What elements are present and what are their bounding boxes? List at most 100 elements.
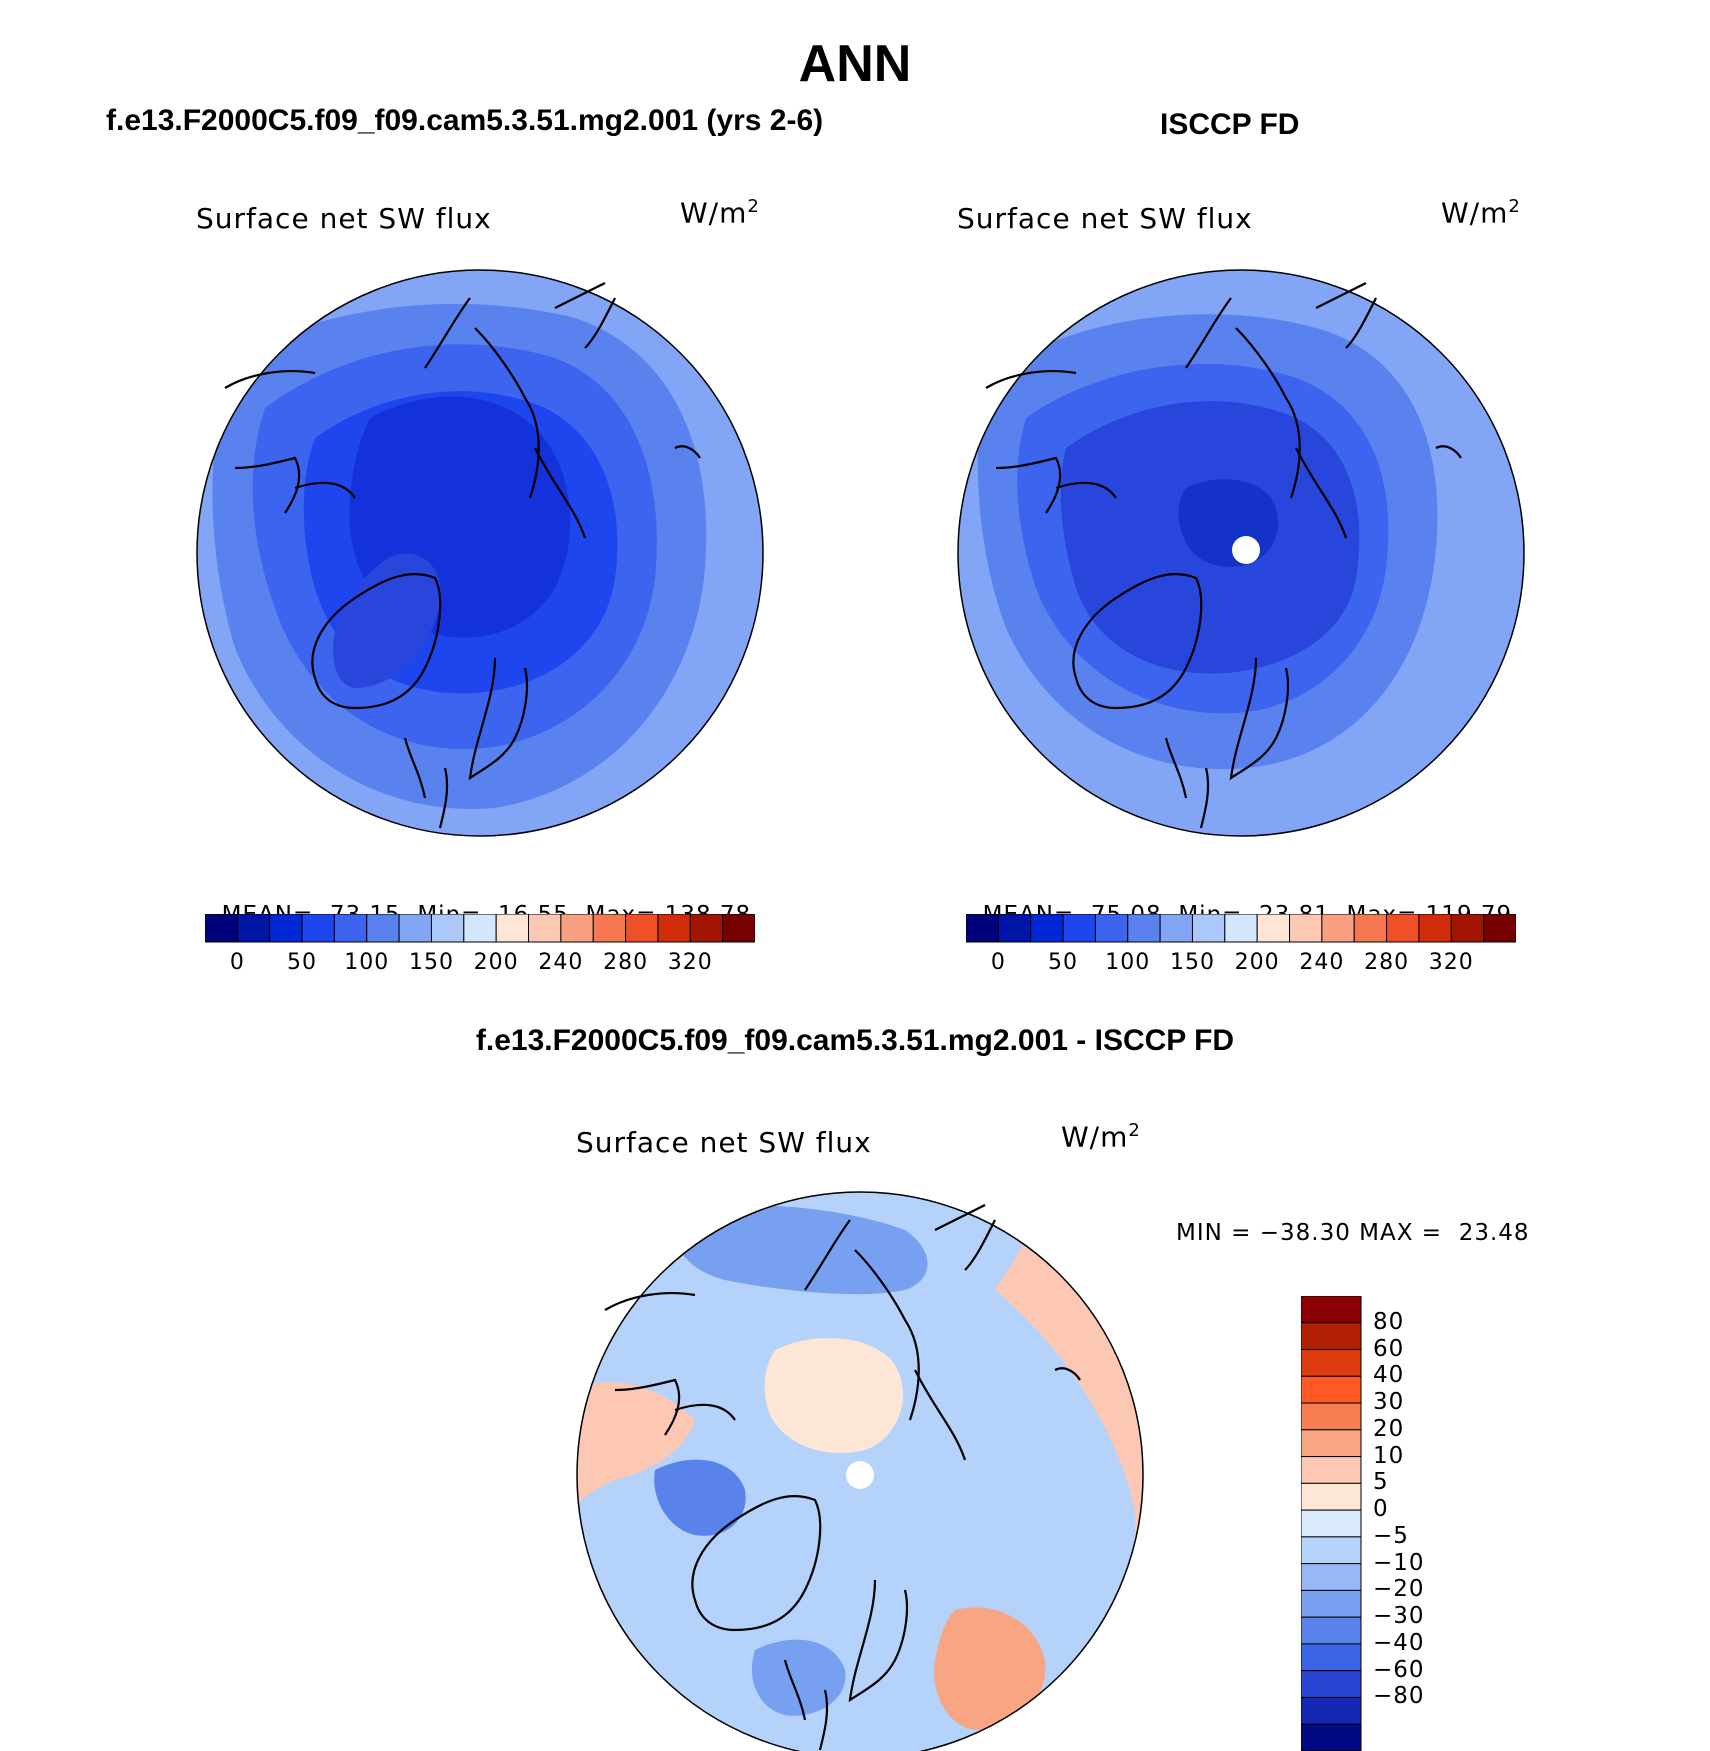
model-colorbar-tick-label: 320 [667,950,713,975]
obs-colorbar-swatch [1256,914,1291,943]
diff-colorbar-swatch [1301,1616,1362,1645]
diff-colorbar-tick-label: −80 [1373,1683,1425,1710]
model-colorbar-swatch [625,914,659,943]
obs-colorbar-tick-label: 100 [1105,950,1151,975]
diff-colorbar-tick-label: −10 [1373,1549,1425,1576]
model-panel-units: W/m2 [680,196,760,229]
diff-colorbar-tick-label: 20 [1373,1415,1405,1442]
model-colorbar-swatch [657,914,691,943]
diff-panel-title: Surface net SW flux [576,1126,872,1159]
obs-colorbar-swatch [1159,914,1193,943]
obs-colorbar-tick-label: 0 [990,950,1006,975]
diff-colorbar-swatch [1301,1723,1362,1751]
diff-pole-hole [846,1461,874,1489]
diff-minmax: MIN = −38.30 MAX = 23.48 [1176,1220,1530,1246]
model-colorbar-swatch [560,914,594,943]
obs-colorbar-tick-label: 150 [1169,950,1215,975]
diff-cool-bottom [751,1639,846,1716]
obs-colorbar-swatch [966,914,999,943]
obs-colorbar-tick-label: 320 [1428,950,1474,975]
model-map-border [196,269,764,837]
diff-colorbar-swatch [1301,1643,1362,1672]
model-colorbar-swatch [689,914,724,943]
model-colorbar-tick-label: 200 [473,950,519,975]
diff-colorbar-swatch [1301,1536,1362,1565]
obs-colorbar-tick-label: 200 [1234,950,1280,975]
obs-colorbar-swatch [997,914,1032,943]
obs-panel-title: Surface net SW flux [957,202,1253,235]
obs-colorbar-swatch [1191,914,1226,943]
obs-pole-hole [1232,536,1260,564]
diff-colorbar-tick-label: 60 [1373,1335,1405,1362]
model-colorbar [205,914,755,943]
model-colorbar-swatch [463,914,497,943]
diff-colorbar [1301,1296,1362,1751]
model-colorbar-swatch [269,914,303,943]
diff-colorbar-swatch [1301,1429,1362,1458]
obs-colorbar-swatch [1483,914,1516,943]
model-colorbar-tick-label: 150 [408,950,454,975]
diff-colorbar-tick-label: −5 [1373,1522,1409,1549]
obs-case-header: ISCCP FD [1160,108,1300,141]
diff-colorbar-swatch [1301,1670,1362,1698]
obs-coastlines [985,282,1462,829]
diff-coastlines [604,1204,1081,1751]
diff-colorbar-tick-label: 5 [1373,1469,1389,1496]
obs-units-exponent: 2 [1508,196,1521,217]
diff-colorbar-tick-label: −40 [1373,1629,1425,1656]
obs-map-border [957,269,1525,837]
model-colorbar-tick-label: 50 [287,950,318,975]
diff-colorbar-swatch [1301,1509,1362,1538]
diff-colorbar-swatch [1301,1296,1362,1324]
diff-colorbar-tick-label: −60 [1373,1656,1425,1683]
obs-colorbar-swatch [1224,914,1258,943]
obs-colorbar-ticks: 0 50 100 150 200 240 280 320 [966,950,1516,980]
diff-colorbar-tick-label: 80 [1373,1308,1405,1335]
model-colorbar-tick-label: 0 [229,950,245,975]
diff-map-border [576,1191,1144,1751]
obs-polar-map [957,269,1525,837]
diff-colorbar-swatch [1301,1375,1362,1404]
diff-colorbar-swatch [1301,1349,1362,1377]
model-colorbar-swatch [722,914,755,943]
model-colorbar-swatch [366,914,400,943]
model-colorbar-swatch [301,914,335,943]
model-colorbar-swatch [495,914,530,943]
diff-units-exponent: 2 [1128,1120,1141,1141]
diff-units-base: W/m [1061,1120,1129,1154]
model-colorbar-tick-label: 280 [603,950,649,975]
diff-colorbar-ticks: 80 60 40 30 20 10 5 0 −5 −10 −20 −30 −40 −60 −80 [1373,1296,1493,1751]
obs-colorbar-swatch [1386,914,1420,943]
obs-colorbar [966,914,1516,943]
model-colorbar-tick-label: 100 [344,950,390,975]
obs-colorbar-swatch [1030,914,1064,943]
model-greenland-contour [333,553,441,688]
model-colorbar-ticks: 0 50 100 150 200 240 280 320 [205,950,755,980]
diff-colorbar-swatch [1301,1563,1362,1591]
model-colorbar-swatch [236,914,271,943]
diff-warm-bottom-right [934,1607,1046,1730]
diff-warm-pole [764,1338,904,1454]
model-colorbar-swatch [205,914,238,943]
diff-colorbar-swatch [1301,1589,1362,1618]
diff-cool-top [672,1205,928,1295]
obs-colorbar-tick-label: 240 [1299,950,1345,975]
diff-colorbar-swatch [1301,1322,1362,1351]
obs-colorbar-swatch [1289,914,1323,943]
obs-colorbar-swatch [1321,914,1355,943]
diff-colorbar-tick-label: −30 [1373,1603,1425,1630]
diff-colorbar-tick-label: 0 [1373,1496,1389,1523]
obs-units-base: W/m [1441,196,1509,230]
obs-colorbar-swatch [1062,914,1096,943]
diff-colorbar-tick-label: −20 [1373,1576,1425,1603]
model-units-base: W/m [680,196,748,230]
diff-colorbar-swatch [1301,1402,1362,1431]
diff-colorbar-swatch [1301,1482,1362,1511]
diff-polar-map [576,1191,1144,1751]
diff-colorbar-tick-label: 40 [1373,1362,1405,1389]
diff-colorbar-tick-label: 30 [1373,1389,1405,1416]
page-title: ANN [798,35,912,93]
diff-colorbar-swatch [1301,1696,1362,1725]
model-case-header: f.e13.F2000C5.f09_f09.cam5.3.51.mg2.001 … [106,104,824,137]
model-colorbar-swatch [592,914,627,943]
